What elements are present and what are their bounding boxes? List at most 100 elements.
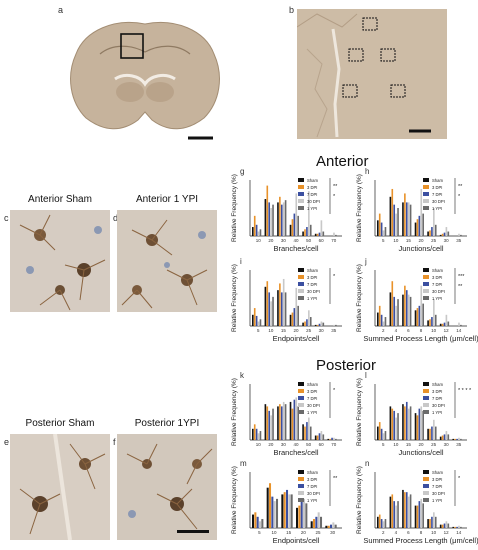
bar (433, 299, 435, 326)
bar (273, 501, 276, 528)
bar (445, 314, 448, 326)
bar (409, 296, 412, 326)
bar (382, 321, 385, 326)
bar (431, 516, 433, 528)
bar (335, 438, 337, 440)
bar (333, 232, 335, 236)
bar (434, 314, 437, 326)
x-tick-label: 10 (256, 238, 262, 243)
bar (443, 434, 446, 440)
x-tick-label: 30 (330, 530, 336, 535)
bar (291, 219, 294, 236)
bar (452, 526, 455, 528)
legend-swatch (423, 185, 429, 189)
bar (402, 202, 404, 236)
legend-label: Sham (432, 268, 443, 273)
bar (433, 512, 435, 528)
legend-swatch (298, 282, 304, 286)
bar (318, 232, 321, 236)
x-axis-label: Junctions/cell (398, 448, 443, 457)
legend-label: 1 YPI (307, 296, 317, 301)
legend-label: 30 DPI (432, 491, 445, 496)
bar (332, 522, 335, 528)
bar (447, 523, 450, 528)
legend-label: 7 DPI (307, 484, 317, 489)
panel-label-n: n (365, 459, 369, 468)
bar (441, 323, 444, 326)
bar (306, 422, 308, 440)
legend-label: Sham (307, 382, 318, 387)
bar (456, 438, 458, 440)
bar (460, 234, 462, 236)
bar (441, 233, 444, 236)
bar (409, 204, 412, 236)
chart-k: k Relative Frequency (%) 10 20 30 40 50 60 70 Bra… (228, 371, 346, 461)
x-axis-label: Branches/cell (273, 448, 318, 457)
bar (397, 208, 399, 236)
legend-swatch (298, 185, 304, 189)
bar (447, 231, 450, 236)
bar (268, 202, 271, 236)
bar (420, 406, 423, 440)
bar (283, 492, 286, 528)
x-tick-label: 15 (406, 238, 412, 243)
panel-label-d: d (113, 213, 119, 223)
bar (266, 281, 269, 326)
sig-marker: * (333, 388, 336, 394)
bar (404, 406, 406, 440)
bar (308, 310, 310, 326)
bar (264, 286, 267, 326)
bar (261, 519, 264, 528)
sig-marker: * * * * (458, 388, 472, 394)
bar (422, 213, 424, 236)
bar (270, 208, 272, 236)
bar (420, 285, 423, 326)
bar (314, 233, 317, 236)
bar (443, 322, 446, 326)
legend-swatch (298, 206, 304, 210)
bar (272, 296, 274, 326)
panel-label-j: j (364, 257, 367, 266)
sig-marker: ** (458, 284, 463, 290)
bar (395, 417, 397, 440)
x-axis-label: Endpoints/cell (273, 334, 320, 343)
bar (316, 435, 319, 440)
bar (296, 507, 299, 528)
section-title-posterior: Posterior (316, 357, 377, 374)
bar (334, 524, 337, 528)
x-tick-label: 30 (281, 442, 287, 447)
bar (429, 319, 431, 326)
image-title-d: Anterior 1 YPI (135, 194, 199, 205)
bar (378, 422, 381, 440)
panel-label-h: h (365, 167, 369, 176)
bar (402, 294, 404, 326)
bar (280, 292, 283, 326)
bar (318, 433, 321, 440)
bar (447, 434, 450, 440)
panel-label-a: a (58, 5, 64, 15)
bar (259, 431, 262, 440)
x-tick-label: 30 (444, 442, 450, 447)
x-tick-label: 5 (258, 530, 261, 535)
bar (320, 516, 323, 528)
bar (434, 516, 437, 528)
bar (391, 281, 394, 326)
x-tick-label: 15 (406, 442, 412, 447)
bar (445, 431, 448, 440)
bar (416, 505, 419, 528)
legend-swatch (423, 275, 429, 279)
legend-label: Sham (307, 268, 318, 273)
x-tick-label: 40 (293, 238, 299, 243)
x-tick-label: 25 (431, 442, 437, 447)
bar (331, 437, 333, 440)
bar (384, 519, 387, 528)
bar (266, 487, 269, 528)
legend-label: 1 YPI (307, 498, 317, 503)
bar (270, 415, 272, 440)
legend-swatch (298, 382, 304, 386)
legend-label: 3 DPI (432, 477, 442, 482)
chart-m: m Relative Frequency (%) 5 10 15 20 25 30 Endpoi… (228, 459, 346, 549)
legend-swatch (423, 477, 429, 481)
